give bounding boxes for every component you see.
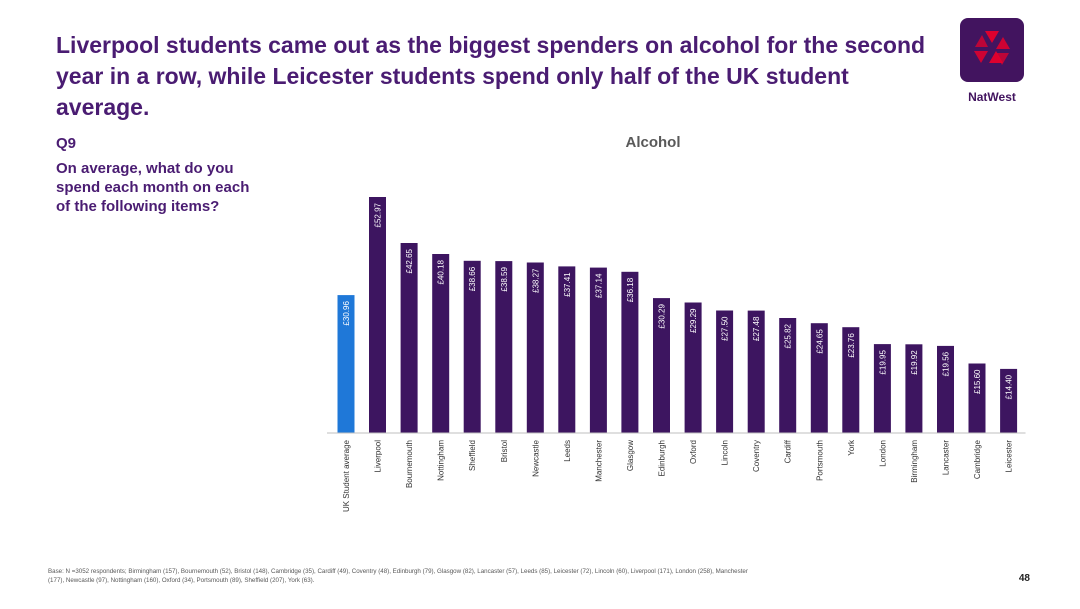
category-tick-label: Lincoln [721,440,730,465]
category-tick-label: Edinburgh [658,440,667,476]
data-label: £27.48 [752,316,761,341]
data-label: £42.65 [405,248,414,273]
category-tick-label: Portsmouth [815,440,824,481]
bar-edinburgh [653,298,670,433]
data-label: £40.18 [437,259,446,284]
category-tick-label: Manchester [594,440,603,482]
category-tick-label: UK Student average [342,439,351,512]
category-tick-label: Oxford [689,440,698,464]
natwest-logo-mark [974,31,1010,65]
brand-name: NatWest [968,90,1016,104]
category-tick-label: Cambridge [973,439,982,479]
bar-newcastle [526,262,544,433]
data-label: £24.65 [815,329,824,354]
bar-leicester [1000,368,1018,433]
category-tick-label: Birmingham [910,440,919,483]
category-tick-label: Leicester [1005,440,1014,473]
bar-oxford [684,302,702,433]
bar-nottingham [432,254,450,433]
page-number: 48 [1018,573,1030,584]
bar-leeds [558,266,576,433]
data-label: £27.50 [721,316,730,341]
bar-lincoln [716,310,734,433]
data-label: £38.59 [500,267,509,292]
category-tick-label: Glasgow [626,440,635,471]
data-label: £52.97 [374,202,383,227]
chart-title: Alcohol [625,134,681,151]
bar-liverpool [369,197,386,433]
bar-lancaster [937,345,954,433]
bar-coventry [747,310,765,433]
alcohol-bar-chart: £30.96 UK Student average £52.97 Liverpool £… [327,197,1026,512]
category-tick-label: Lancaster [942,440,951,475]
category-tick-label: London [878,440,887,467]
data-label: £36.18 [626,277,635,302]
bar-bristol [495,261,513,433]
bar-bournemouth [400,243,418,433]
data-label: £29.29 [689,308,698,333]
category-tick-label: Nottingham [437,440,446,481]
data-label: £38.66 [468,266,477,291]
data-label: £25.82 [784,323,793,348]
natwest-logo-icon [960,18,1024,82]
question-number: Q9 [56,135,77,152]
category-tick-label: Coventry [752,440,761,472]
data-label: £14.40 [1005,374,1014,399]
category-tick-label: Sheffield [468,440,477,471]
bar-birmingham [905,344,923,433]
bar-uk-student-average [337,295,355,433]
bar-cardiff [779,318,797,433]
bar-sheffield [463,260,481,433]
data-label: £38.27 [531,268,540,293]
bar-portsmouth [810,323,828,433]
footnote-base: Base: N =3052 respondents; Birmingham (1… [48,568,748,584]
brand-logo: NatWest [960,18,1028,104]
bar-york [842,327,860,433]
category-tick-label: Liverpool [374,440,383,473]
bar-london [873,344,891,433]
category-tick-label: York [847,439,856,456]
data-label: £37.41 [563,272,572,297]
data-label: £19.92 [910,350,919,375]
question-text: On average, what do you spend each month… [56,160,250,215]
bar-manchester [589,267,607,433]
data-label: £19.95 [878,350,887,375]
slide-headline: Liverpool students came out as the bigge… [56,32,926,120]
data-label: £15.60 [973,369,982,394]
category-tick-label: Bristol [500,440,509,462]
data-label: £23.76 [847,333,856,358]
data-label: £30.96 [342,301,351,326]
data-label: £30.29 [658,304,667,329]
bar-glasgow [621,271,639,433]
data-label: £37.14 [594,273,603,298]
bar-cambridge [968,363,986,433]
category-tick-label: Cardiff [784,439,793,463]
category-tick-label: Bournemouth [405,440,414,488]
category-tick-label: Leeds [563,440,572,462]
category-tick-label: Newcastle [531,439,540,476]
data-label: £19.56 [942,351,951,376]
